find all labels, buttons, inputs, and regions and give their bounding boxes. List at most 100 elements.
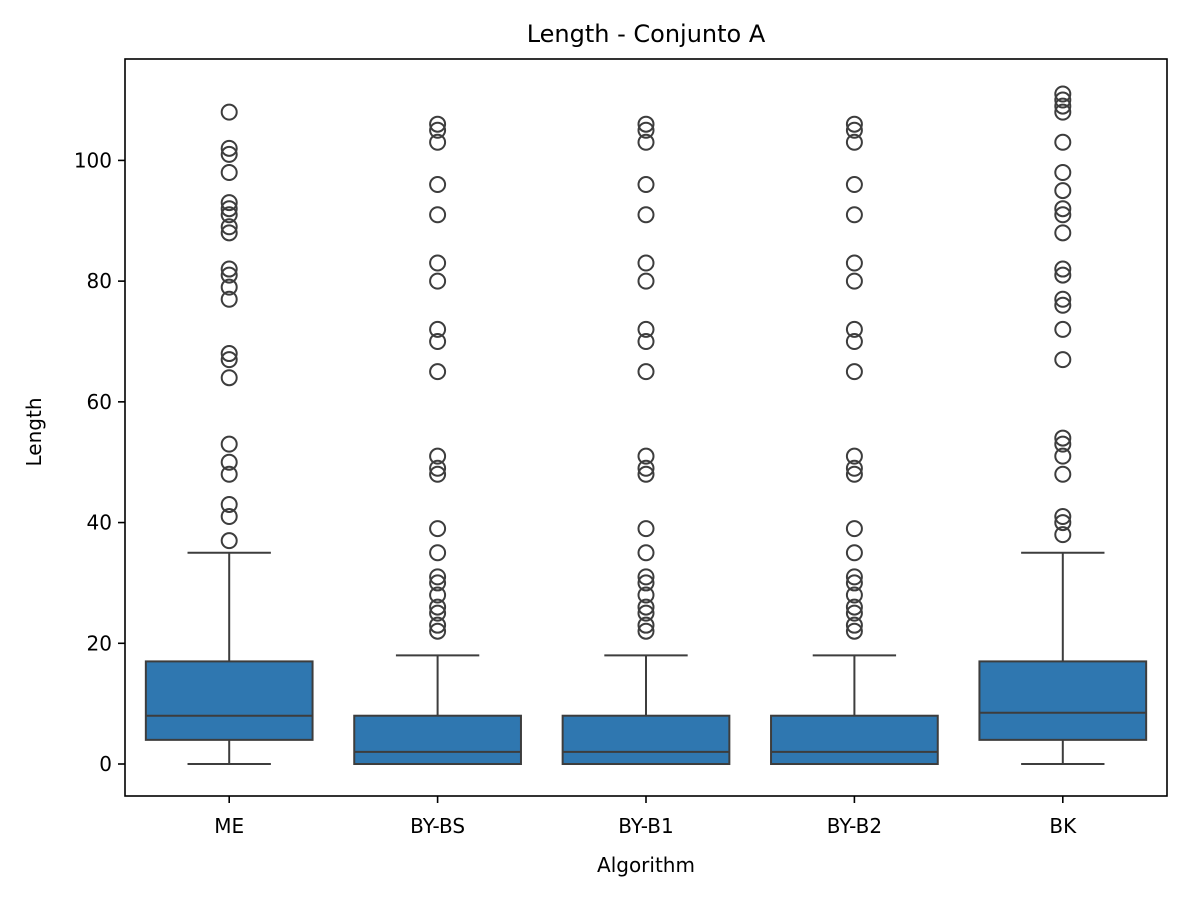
outlier-point	[845, 465, 863, 483]
outlier-point	[1054, 526, 1072, 544]
outlier-point	[1054, 435, 1072, 453]
outlier-point	[845, 272, 863, 290]
outlier-point	[220, 465, 238, 483]
box-group-me	[144, 103, 314, 766]
x-tick-label: BY-BS	[410, 814, 465, 838]
outlier-point	[429, 568, 447, 586]
outlier-point	[1054, 296, 1072, 314]
outlier-point	[1054, 465, 1072, 483]
outlier-point	[429, 272, 447, 290]
x-tick-label: BK	[1049, 814, 1077, 838]
box-group-bk	[978, 85, 1148, 766]
outlier-point	[637, 568, 655, 586]
outlier-point	[220, 139, 238, 157]
y-tick-label: 60	[87, 390, 112, 414]
iqr-box	[978, 660, 1148, 741]
y-tick-label: 100	[74, 148, 112, 172]
outlier-point	[637, 604, 655, 622]
outlier-point	[637, 616, 655, 634]
outlier-point	[637, 206, 655, 224]
outlier-point	[1054, 133, 1072, 151]
outlier-point	[1054, 514, 1072, 532]
outlier-point	[429, 206, 447, 224]
outlier-point	[845, 586, 863, 604]
outlier-point	[845, 544, 863, 562]
outlier-point	[429, 574, 447, 592]
outlier-point	[637, 176, 655, 194]
outlier-point	[220, 206, 238, 224]
outlier-point	[220, 224, 238, 242]
outlier-point	[220, 290, 238, 308]
outlier-point	[220, 266, 238, 284]
outlier-point	[1054, 351, 1072, 369]
outlier-point	[1054, 260, 1072, 278]
outlier-point	[429, 363, 447, 381]
outlier-point	[220, 278, 238, 296]
x-tick-label: BY-B2	[827, 814, 882, 838]
outlier-point	[637, 459, 655, 477]
outlier-point	[637, 598, 655, 616]
outlier-point	[429, 616, 447, 634]
outlier-point	[637, 115, 655, 133]
outlier-point	[637, 332, 655, 350]
outlier-point	[1054, 97, 1072, 115]
outlier-point	[1054, 429, 1072, 447]
outlier-point	[637, 121, 655, 139]
outlier-point	[220, 508, 238, 526]
outlier-point	[637, 272, 655, 290]
y-axis-title: Length	[22, 398, 46, 467]
outlier-point	[1054, 91, 1072, 109]
y-tick-label: 0	[99, 752, 112, 776]
outlier-point	[845, 363, 863, 381]
outlier-point	[429, 176, 447, 194]
outlier-point	[845, 574, 863, 592]
outlier-point	[429, 465, 447, 483]
outlier-point	[637, 574, 655, 592]
outlier-point	[220, 532, 238, 550]
outlier-point	[220, 369, 238, 387]
outlier-point	[637, 447, 655, 465]
y-tick-label: 40	[87, 511, 112, 535]
outlier-point	[429, 622, 447, 640]
outlier-point	[1054, 206, 1072, 224]
x-axis: ME BY-BS BY-B1 BY-B2 BK	[214, 796, 1077, 838]
outlier-point	[845, 121, 863, 139]
x-axis-title: Algorithm	[597, 853, 695, 877]
outlier-point	[429, 115, 447, 133]
outlier-point	[637, 254, 655, 272]
outlier-point	[220, 345, 238, 363]
outlier-point	[637, 133, 655, 151]
chart-title: Length - Conjunto A	[527, 20, 766, 48]
outlier-point	[220, 351, 238, 369]
outlier-point	[220, 453, 238, 471]
outlier-point	[429, 598, 447, 616]
iqr-box	[353, 714, 522, 766]
iqr-box	[561, 714, 731, 766]
outlier-point	[845, 520, 863, 538]
outlier-point	[637, 622, 655, 640]
outlier-point	[220, 495, 238, 513]
outlier-point	[220, 218, 238, 236]
outlier-point	[845, 320, 863, 338]
outlier-point	[845, 176, 863, 194]
outlier-point	[845, 622, 863, 640]
x-tick-label: BY-B1	[618, 814, 673, 838]
outlier-point	[1054, 200, 1072, 218]
outlier-point	[637, 520, 655, 538]
outlier-point	[1054, 182, 1072, 200]
outlier-point	[220, 194, 238, 212]
outlier-point	[845, 568, 863, 586]
outlier-point	[637, 586, 655, 604]
outlier-point	[220, 200, 238, 218]
outlier-point	[1054, 103, 1072, 121]
outlier-point	[220, 145, 238, 163]
outlier-point	[220, 435, 238, 453]
outlier-point	[1054, 224, 1072, 242]
outlier-point	[845, 133, 863, 151]
x-tick-label: ME	[214, 814, 244, 838]
outlier-point	[429, 320, 447, 338]
outlier-point	[429, 332, 447, 350]
outlier-point	[637, 363, 655, 381]
box-group-by-b2	[770, 115, 939, 766]
